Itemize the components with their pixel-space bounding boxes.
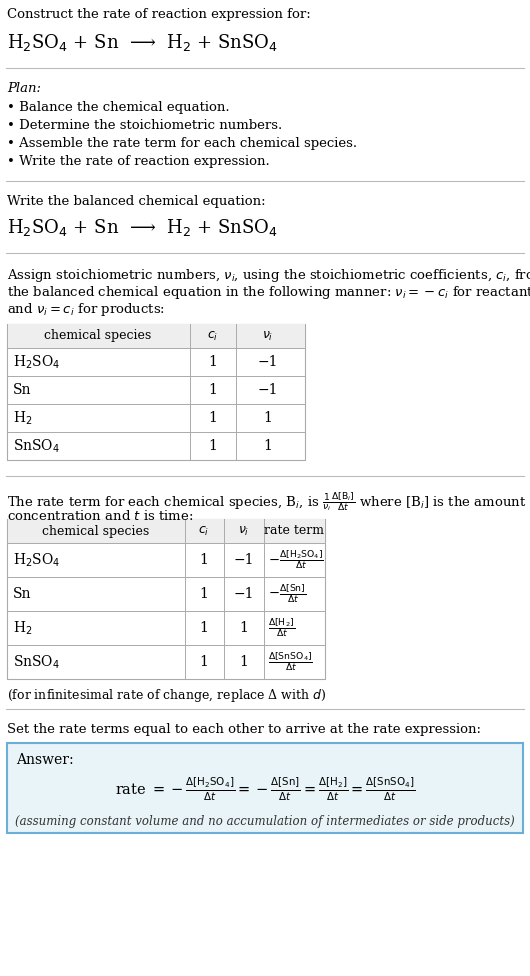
Text: $\frac{\Delta[\mathrm{SnSO_4}]}{\Delta t}$: $\frac{\Delta[\mathrm{SnSO_4}]}{\Delta t… <box>268 651 313 673</box>
FancyBboxPatch shape <box>7 743 523 833</box>
Bar <box>7 519 325 679</box>
Text: • Write the rate of reaction expression.: • Write the rate of reaction expression. <box>7 155 270 168</box>
Text: Sn: Sn <box>13 383 31 397</box>
Text: H$_2$: H$_2$ <box>13 620 32 636</box>
Text: 1: 1 <box>263 411 272 425</box>
Text: SnSO$_4$: SnSO$_4$ <box>13 437 60 455</box>
Text: 1: 1 <box>240 655 249 669</box>
Text: H$_2$SO$_4$: H$_2$SO$_4$ <box>13 353 60 371</box>
Text: (for infinitesimal rate of change, replace Δ with $d$): (for infinitesimal rate of change, repla… <box>7 687 326 704</box>
Bar <box>7 519 325 543</box>
Text: Assign stoichiometric numbers, $\nu_i$, using the stoichiometric coefficients, $: Assign stoichiometric numbers, $\nu_i$, … <box>7 267 530 284</box>
Text: (assuming constant volume and no accumulation of intermediates or side products): (assuming constant volume and no accumul… <box>15 815 515 828</box>
Text: H$_2$SO$_4$ + Sn  ⟶  H$_2$ + SnSO$_4$: H$_2$SO$_4$ + Sn ⟶ H$_2$ + SnSO$_4$ <box>7 32 278 53</box>
Text: −1: −1 <box>258 383 278 397</box>
Text: • Determine the stoichiometric numbers.: • Determine the stoichiometric numbers. <box>7 119 282 132</box>
Text: chemical species: chemical species <box>45 330 152 343</box>
Text: Plan:: Plan: <box>7 82 41 95</box>
Text: $-\frac{\Delta[\mathrm{H_2SO_4}]}{\Delta t}$: $-\frac{\Delta[\mathrm{H_2SO_4}]}{\Delta… <box>268 549 324 571</box>
Bar <box>7 324 305 460</box>
Text: 1: 1 <box>200 553 208 567</box>
Text: $\frac{\Delta[\mathrm{H_2}]}{\Delta t}$: $\frac{\Delta[\mathrm{H_2}]}{\Delta t}$ <box>268 617 295 639</box>
Text: and $\nu_i = c_i$ for products:: and $\nu_i = c_i$ for products: <box>7 301 165 318</box>
Text: • Balance the chemical equation.: • Balance the chemical equation. <box>7 101 229 114</box>
Text: Sn: Sn <box>13 587 31 601</box>
Text: 1: 1 <box>200 621 208 635</box>
Text: concentration and $t$ is time:: concentration and $t$ is time: <box>7 509 193 523</box>
Text: −1: −1 <box>234 553 254 567</box>
Text: Answer:: Answer: <box>16 753 74 767</box>
Text: H$_2$SO$_4$: H$_2$SO$_4$ <box>13 551 60 569</box>
Text: 1: 1 <box>209 439 217 453</box>
Text: Write the balanced chemical equation:: Write the balanced chemical equation: <box>7 195 266 208</box>
Text: 1: 1 <box>240 621 249 635</box>
Text: 1: 1 <box>200 587 208 601</box>
Text: 1: 1 <box>263 439 272 453</box>
Text: $c_i$: $c_i$ <box>207 330 219 343</box>
Text: $-\frac{\Delta[\mathrm{Sn}]}{\Delta t}$: $-\frac{\Delta[\mathrm{Sn}]}{\Delta t}$ <box>268 583 306 605</box>
Text: SnSO$_4$: SnSO$_4$ <box>13 653 60 671</box>
Text: −1: −1 <box>234 587 254 601</box>
Text: rate $= -\frac{\Delta[\mathrm{H_2SO_4}]}{\Delta t} = -\frac{\Delta[\mathrm{Sn}]}: rate $= -\frac{\Delta[\mathrm{H_2SO_4}]}… <box>115 775 415 802</box>
Text: H$_2$: H$_2$ <box>13 409 32 427</box>
Text: The rate term for each chemical species, B$_i$, is $\frac{1}{\nu_i}\frac{\Delta[: The rate term for each chemical species,… <box>7 490 526 513</box>
Text: chemical species: chemical species <box>42 524 149 538</box>
Text: H$_2$SO$_4$ + Sn  ⟶  H$_2$ + SnSO$_4$: H$_2$SO$_4$ + Sn ⟶ H$_2$ + SnSO$_4$ <box>7 217 278 238</box>
Text: 1: 1 <box>209 411 217 425</box>
Text: the balanced chemical equation in the following manner: $\nu_i = -c_i$ for react: the balanced chemical equation in the fo… <box>7 284 530 301</box>
Text: $\nu_i$: $\nu_i$ <box>262 330 273 343</box>
Text: 1: 1 <box>209 383 217 397</box>
Bar <box>7 324 305 348</box>
Text: $c_i$: $c_i$ <box>198 524 210 538</box>
Text: $\nu_i$: $\nu_i$ <box>238 524 250 538</box>
Text: Construct the rate of reaction expression for:: Construct the rate of reaction expressio… <box>7 8 311 21</box>
Text: Set the rate terms equal to each other to arrive at the rate expression:: Set the rate terms equal to each other t… <box>7 723 481 736</box>
Text: 1: 1 <box>209 355 217 369</box>
Text: 1: 1 <box>200 655 208 669</box>
Text: • Assemble the rate term for each chemical species.: • Assemble the rate term for each chemic… <box>7 137 357 150</box>
Text: −1: −1 <box>258 355 278 369</box>
Text: rate term: rate term <box>264 524 324 538</box>
